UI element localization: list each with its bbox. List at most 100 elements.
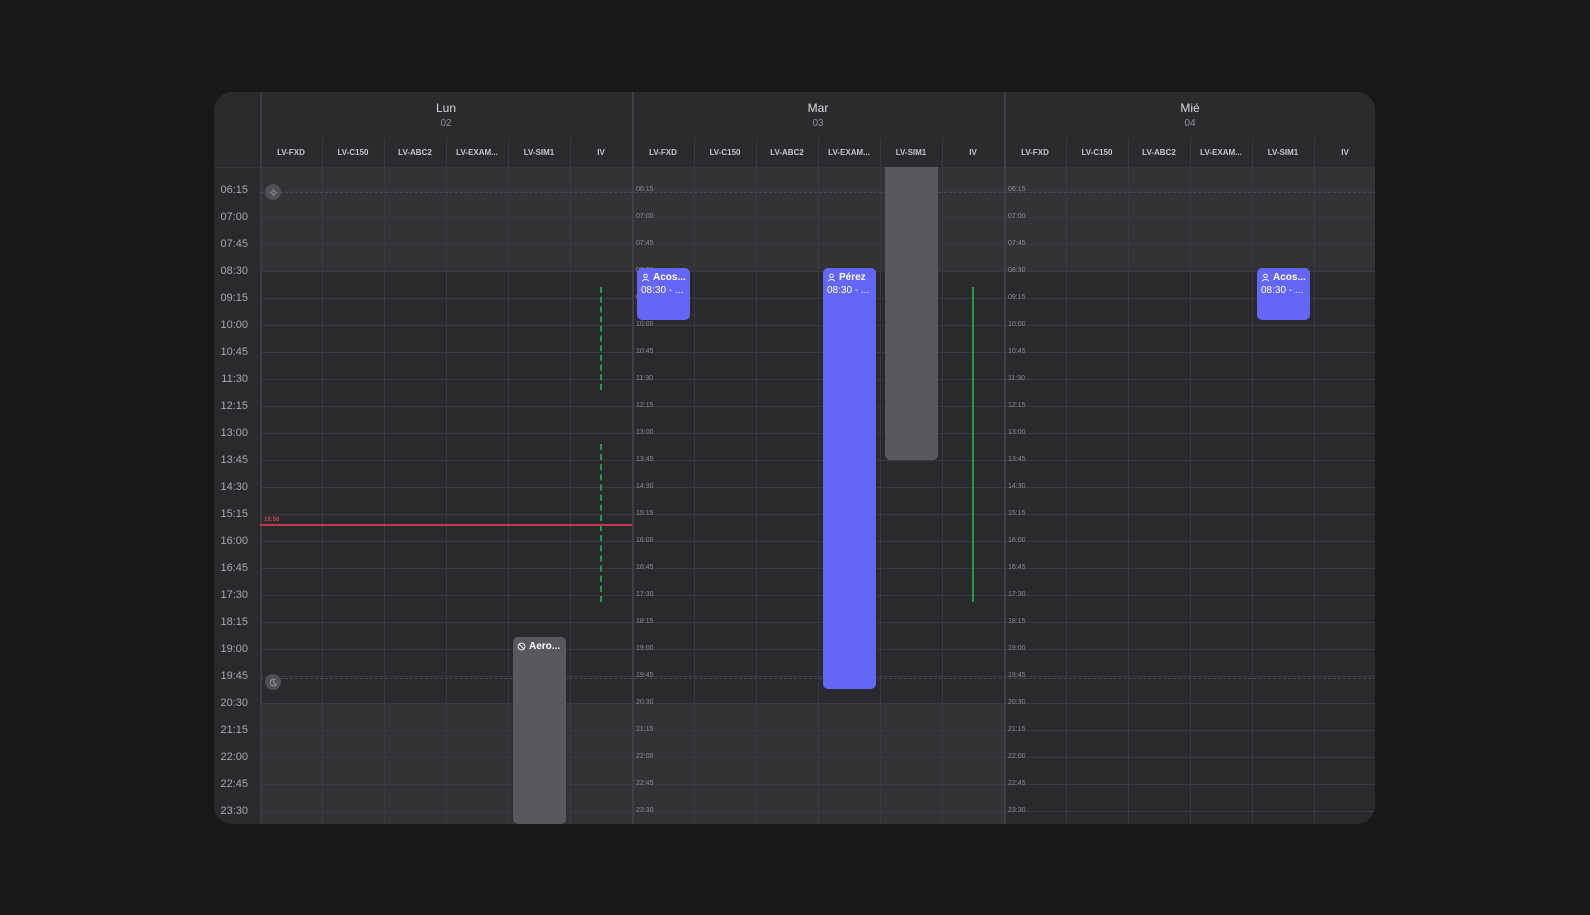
time-label: 14:30	[220, 481, 248, 493]
time-gridline	[260, 649, 1375, 650]
resource-header[interactable]: LV-C150	[337, 148, 369, 157]
day-time-tick: 10:45	[1008, 348, 1026, 355]
time-label: 08:30	[220, 265, 248, 277]
time-gridline	[260, 784, 1375, 785]
resource-header[interactable]: IV	[1341, 148, 1349, 157]
column-gridline	[818, 138, 819, 824]
day-time-tick: 14:30	[1008, 483, 1026, 490]
day-header[interactable]: Mié 04	[1004, 92, 1375, 138]
day-time-tick: 19:45	[1008, 672, 1026, 679]
person-icon	[1261, 273, 1270, 282]
person-icon	[641, 273, 650, 282]
resource-header[interactable]: LV-EXAM...	[456, 148, 498, 157]
person-icon	[827, 273, 836, 282]
booking-event[interactable]: Acos... 08:30 - ...	[637, 268, 690, 320]
column-gridline	[1004, 92, 1006, 824]
day-time-tick: 15:15	[636, 510, 654, 517]
booking-event[interactable]: Acos... 08:30 - ...	[1257, 268, 1310, 320]
day-time-tick: 11:30	[636, 375, 653, 382]
time-gridline	[260, 406, 1375, 407]
resource-header[interactable]: LV-ABC2	[398, 148, 432, 157]
event-title-text: Aero...	[529, 641, 561, 652]
column-gridline	[1066, 138, 1067, 824]
day-time-tick: 16:45	[1008, 564, 1026, 571]
day-number: 03	[812, 118, 824, 129]
day-header[interactable]: Mar 03	[632, 92, 1004, 138]
event-title-text: Acos...	[653, 272, 686, 283]
day-header[interactable]: Lun 02	[260, 92, 632, 138]
resource-header[interactable]: LV-C150	[1081, 148, 1113, 157]
resource-header[interactable]: IV	[597, 148, 605, 157]
ban-icon	[517, 642, 526, 651]
event-title: Acos...	[1261, 272, 1306, 283]
time-gridline	[260, 325, 1375, 326]
time-label: 10:45	[220, 346, 248, 358]
time-gridline	[260, 244, 1375, 245]
availability-line	[972, 287, 974, 602]
resource-header[interactable]: LV-C150	[709, 148, 741, 157]
resource-header[interactable]: LV-EXAM...	[1200, 148, 1242, 157]
resource-header[interactable]: LV-ABC2	[1142, 148, 1176, 157]
event-time: 08:30 - ...	[827, 285, 870, 296]
resource-header[interactable]: LV-SIM1	[895, 148, 927, 157]
day-name: Mar	[807, 101, 829, 115]
day-time-tick: 21:15	[1008, 726, 1026, 733]
day-time-tick: 07:00	[636, 213, 654, 220]
time-gridline	[260, 460, 1375, 461]
day-number: 02	[440, 118, 452, 129]
booking-event[interactable]: Pérez 08:30 - ...	[823, 268, 876, 689]
day-time-tick: 12:15	[1008, 402, 1026, 409]
column-gridline	[1190, 138, 1191, 824]
resource-header[interactable]: LV-SIM1	[1267, 148, 1299, 157]
day-name: Mié	[1180, 101, 1200, 115]
person-icon	[827, 273, 836, 282]
day-time-tick: 16:45	[636, 564, 654, 571]
day-time-tick: 12:15	[636, 402, 654, 409]
day-time-tick: 17:30	[636, 591, 654, 598]
event-title: Pérez	[827, 272, 872, 283]
person-icon	[1261, 273, 1270, 282]
time-gridline	[260, 514, 1375, 515]
column-gridline	[632, 92, 634, 824]
time-label: 16:45	[220, 562, 248, 574]
column-gridline	[1252, 138, 1253, 824]
resource-header[interactable]: LV-SIM1	[523, 148, 555, 157]
blocked-event[interactable]	[885, 167, 938, 460]
resource-header[interactable]: IV	[969, 148, 977, 157]
resource-header[interactable]: LV-FXD	[649, 148, 677, 157]
event-title-text: Acos...	[1273, 272, 1306, 283]
day-time-tick: 22:45	[1008, 780, 1026, 787]
day-time-tick: 07:45	[636, 240, 654, 247]
day-time-tick: 06:15	[636, 186, 654, 193]
time-gridline	[260, 379, 1375, 380]
day-time-tick: 22:00	[636, 753, 654, 760]
column-gridline	[508, 138, 509, 824]
column-gridline	[384, 138, 385, 824]
day-time-tick: 18:15	[636, 618, 654, 625]
day-time-tick: 20:30	[1008, 699, 1026, 706]
time-label: 10:00	[220, 319, 248, 331]
time-label: 07:45	[220, 238, 248, 250]
day-time-tick: 13:45	[1008, 456, 1026, 463]
time-gridline	[260, 730, 1375, 731]
resource-header[interactable]: LV-FXD	[277, 148, 305, 157]
resource-header[interactable]: LV-ABC2	[770, 148, 804, 157]
time-gridline	[260, 541, 1375, 542]
time-label: 21:15	[220, 724, 248, 736]
time-gridline	[260, 190, 1375, 191]
booking-event[interactable]: Aero...	[513, 637, 566, 824]
time-label: 11:30	[221, 373, 248, 385]
time-gridline	[260, 757, 1375, 758]
time-gridline	[260, 298, 1375, 299]
event-time: 08:30 - ...	[641, 285, 684, 296]
time-label: 09:15	[220, 292, 248, 304]
resource-header[interactable]: LV-FXD	[1021, 148, 1049, 157]
time-gridline	[260, 352, 1375, 353]
day-time-tick: 21:15	[636, 726, 654, 733]
moon-icon	[269, 678, 278, 686]
header-divider	[214, 167, 1375, 168]
time-label: 17:30	[220, 589, 248, 601]
resource-header[interactable]: LV-EXAM...	[828, 148, 870, 157]
time-gutter	[214, 167, 260, 824]
time-label: 07:00	[220, 211, 248, 223]
